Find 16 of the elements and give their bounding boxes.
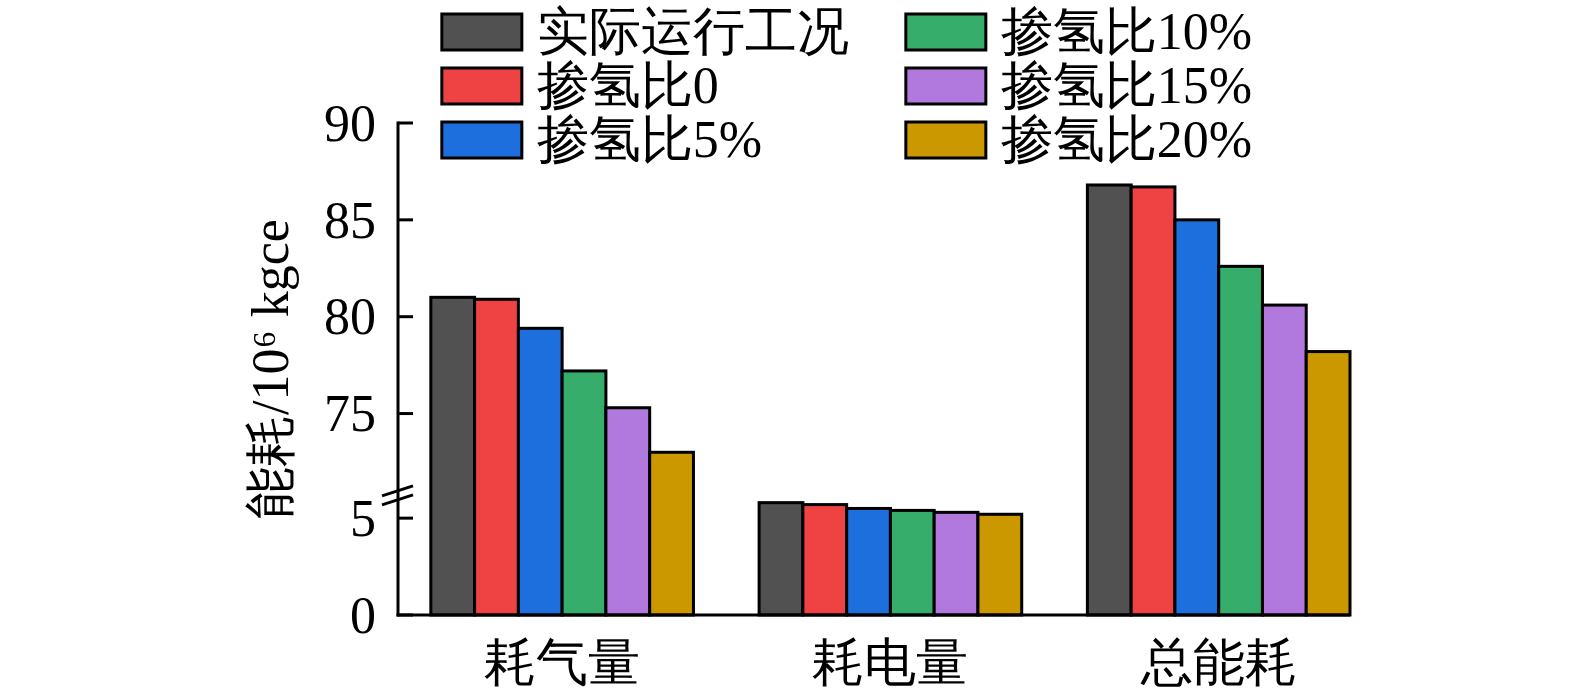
legend-label: 实际运行工况: [536, 3, 849, 60]
y-tick-label: 80: [324, 288, 376, 346]
legend-label: 掺氢比10%: [1000, 3, 1253, 60]
y-tick-label: 75: [324, 385, 376, 443]
x-tick-label: 耗电量: [812, 634, 969, 691]
y-tick-label: 90: [324, 94, 376, 152]
y-tick-label: 0: [350, 586, 376, 644]
y-axis-title: 能耗/10⁶ kgce: [242, 219, 299, 519]
y-tick-label: 5: [350, 489, 376, 547]
legend-label: 掺氢比20%: [1000, 111, 1253, 168]
legend-label: 掺氢比5%: [536, 111, 763, 168]
x-tick-label: 耗气量: [484, 634, 641, 691]
x-tick-label: 总能耗: [1139, 634, 1297, 691]
legend-label: 掺氢比15%: [1000, 57, 1253, 114]
legend-label: 掺氢比0: [536, 57, 719, 114]
y-tick-label: 85: [324, 191, 376, 249]
